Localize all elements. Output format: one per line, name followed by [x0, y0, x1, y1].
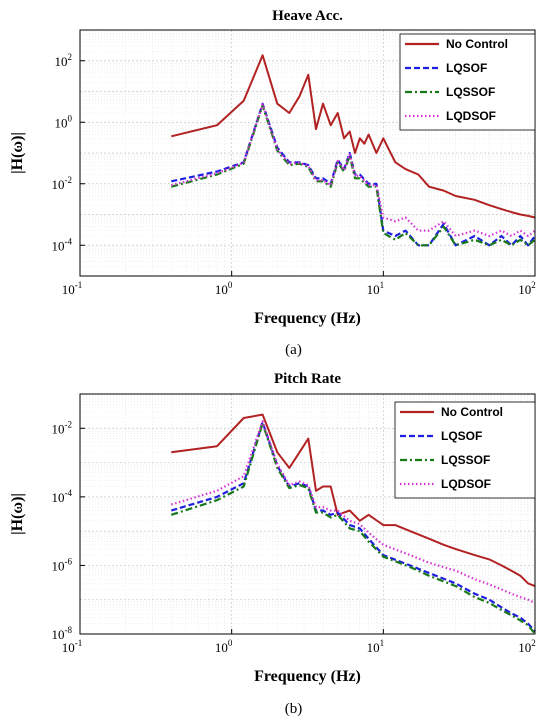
legend: No Control LQSOF LQSSOF LQDSOF — [399, 33, 536, 131]
y-tick-label: 10-8 — [52, 625, 73, 642]
panel-caption: (b) — [285, 701, 303, 717]
x-tick-label: 100 — [215, 638, 233, 655]
legend-box — [394, 401, 536, 499]
y-tick-label: 100 — [55, 113, 73, 130]
grid — [79, 393, 536, 635]
legend-entry-label: LQSSOF — [441, 453, 490, 467]
panel-caption: (a) — [285, 342, 302, 358]
axes-frame — [79, 393, 536, 635]
y-tick-label: 10-4 — [52, 236, 73, 253]
chart-title: Pitch Rate — [274, 371, 341, 387]
grid — [79, 29, 536, 277]
series-line-lqssof — [170, 422, 536, 635]
legend-entry-label: LQSOF — [441, 429, 482, 443]
legend-entry-label: No Control — [446, 37, 508, 51]
x-tick-label: 100 — [215, 280, 233, 297]
legend-entry-label: LQDSOF — [446, 109, 496, 123]
y-tick-label: 10-4 — [52, 488, 73, 505]
series-group — [170, 413, 536, 635]
chart-pitch-rate: 10-1 100 101 102 10-8 10-6 10-4 10-2 Pitch Rate F… — [9, 371, 536, 717]
legend-entry-label: LQDSOF — [441, 477, 491, 491]
legend-entry-label: LQSSOF — [446, 85, 495, 99]
x-axis-label: Frequency (Hz) — [254, 310, 361, 327]
legend-entry-label: LQSOF — [446, 61, 487, 75]
y-tick-label: 10-2 — [52, 175, 73, 192]
series-line-lqdsof — [171, 103, 536, 238]
y-tick-label: 10-6 — [52, 556, 73, 573]
series-line-lqssof — [171, 104, 536, 247]
series-line-no-control — [171, 413, 536, 588]
axes-frame — [79, 29, 536, 277]
series-line-lqdsof — [170, 420, 536, 604]
y-tick-label: 102 — [55, 52, 73, 69]
y-tick-label: 10-2 — [52, 419, 73, 436]
series-line-lqsof — [170, 421, 536, 633]
legend-box — [399, 33, 536, 131]
y-axis-label: |H(ω)| — [9, 132, 26, 174]
x-axis-label: Frequency (Hz) — [254, 668, 361, 685]
chart-title: Heave Acc. — [272, 8, 343, 24]
y-axis-label: |H(ω)| — [9, 493, 26, 535]
x-tick-label: 10-1 — [62, 280, 83, 297]
x-tick-label: 102 — [518, 638, 536, 655]
x-tick-label: 102 — [518, 280, 536, 297]
legend-entry-label: No Control — [441, 405, 503, 419]
series-group — [171, 54, 536, 247]
chart-heave-acc: 10-1 100 101 102 10-4 10-2 100 102 Heave Acc. Fre… — [9, 8, 536, 358]
x-tick-label: 10-1 — [62, 638, 83, 655]
x-tick-label: 101 — [367, 280, 385, 297]
x-tick-label: 101 — [367, 638, 385, 655]
legend: No Control LQSOF LQSSOF LQDSOF — [394, 401, 536, 499]
series-line-no-control — [171, 54, 536, 219]
